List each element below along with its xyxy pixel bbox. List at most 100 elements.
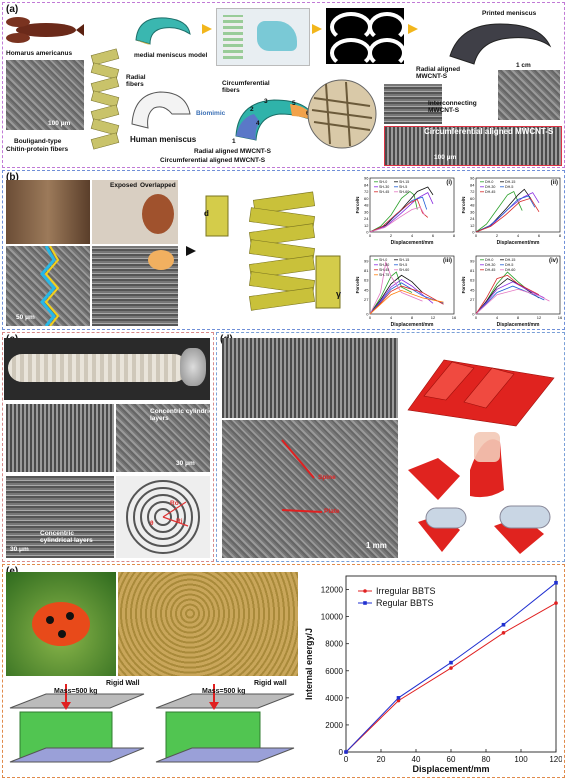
y-axis-label: Force/N bbox=[355, 277, 360, 294]
y-tick-label: 0 bbox=[339, 748, 344, 757]
x-tick-label: 4 bbox=[411, 233, 414, 238]
ladybug-photo bbox=[6, 572, 116, 676]
bouligand-structure-icon bbox=[90, 48, 120, 150]
chitin-label: Chitin-protein fibers bbox=[6, 146, 69, 153]
x-tick-label: 12 bbox=[431, 315, 436, 320]
panel-label-a: (a) bbox=[6, 4, 19, 15]
panel-label-e: (e) bbox=[6, 566, 18, 577]
y-tick-label: 48 bbox=[470, 203, 475, 208]
y-tick-label: 72 bbox=[364, 189, 369, 194]
y-tick-label: 60 bbox=[470, 196, 475, 201]
interconnecting-label: Interconnecting MWCNT-S bbox=[428, 100, 477, 115]
irregular-bbts-model bbox=[9, 684, 145, 763]
series-line bbox=[369, 271, 413, 315]
series-line bbox=[475, 195, 536, 233]
y-axis-label: Force/N bbox=[461, 277, 466, 294]
interconnecting-sem-image bbox=[498, 70, 560, 120]
legend-entry: SH-15 bbox=[399, 258, 409, 262]
y-tick-label: 12 bbox=[470, 223, 475, 228]
scale-bar-100um-2: 100 μm bbox=[434, 154, 457, 161]
printed-spine-structure-image bbox=[407, 359, 555, 427]
spine-sem-image-2 bbox=[222, 420, 398, 558]
x-tick-label: 120 bbox=[549, 755, 562, 764]
series-line bbox=[369, 192, 434, 233]
data-point bbox=[449, 666, 453, 670]
series-line bbox=[475, 197, 540, 233]
y-tick-label: 24 bbox=[364, 216, 369, 221]
series-line bbox=[369, 274, 423, 315]
twisted-fibril-structure-icon bbox=[205, 191, 341, 311]
legend-entry: DH-5 bbox=[505, 263, 513, 267]
legend-entry: SH-60 bbox=[399, 268, 409, 272]
y-tick-label: 48 bbox=[364, 203, 369, 208]
y-tick-label: 0 bbox=[472, 312, 475, 317]
legend-marker bbox=[363, 589, 367, 593]
y-tick-label: 63 bbox=[364, 278, 369, 283]
x-axis-label: Displacement/mm bbox=[412, 764, 489, 774]
x-axis-label: Displacement/mm bbox=[497, 322, 540, 328]
panel-tag: (ii) bbox=[551, 180, 558, 186]
homarus-label: Homarus americanus bbox=[6, 50, 73, 57]
series-line bbox=[369, 260, 423, 315]
y-tick-label: 99 bbox=[364, 258, 369, 263]
biomimic-label: Biomimic bbox=[196, 110, 226, 117]
y-tick-label: 96 bbox=[470, 176, 475, 181]
euplectella-photo bbox=[4, 338, 210, 400]
panel-tag: (iii) bbox=[443, 258, 452, 264]
legend-entry: SH-45 bbox=[379, 268, 389, 272]
y-tick-label: 81 bbox=[470, 268, 475, 273]
scale-bar-30um-2: 30 μm bbox=[10, 546, 29, 553]
legend-entry: DH-30 bbox=[485, 185, 495, 189]
rigid-wall-label-1: Rigid Wall bbox=[106, 680, 140, 687]
meniscus-model-label: medial meniscus model bbox=[134, 52, 208, 59]
legend-marker bbox=[363, 601, 367, 605]
concentric-ring-diagram bbox=[116, 476, 210, 558]
data-point bbox=[449, 660, 453, 665]
rigid-wall-label-2: Rigid wall bbox=[254, 680, 287, 687]
y-tick-label: 4000 bbox=[325, 694, 343, 703]
x-tick-label: 0 bbox=[475, 233, 478, 238]
y-tick-label: 84 bbox=[364, 182, 369, 187]
legend-entry: DH-0 bbox=[485, 180, 493, 184]
panel-b: (b) bbox=[2, 170, 565, 330]
human-meniscus-image bbox=[131, 91, 191, 129]
radial-aligned-mwcnt-label: Radial aligned MWCNT-S bbox=[416, 66, 461, 81]
radial-aligned-sem-image bbox=[384, 84, 442, 124]
chart-internal-energy: 0 20 40 60 80 100 120 0 2000 4000 6000 8000 10000 120… bbox=[304, 575, 562, 774]
legend-entry: SH-30 bbox=[379, 263, 389, 267]
chart-iv: 0 4 8 12 1602745638199Displacement/mmForce/N… bbox=[461, 255, 563, 328]
data-point bbox=[554, 601, 558, 605]
circumferential-aligned-mwcnt-label: Circumferential aligned MWCNT-S bbox=[424, 127, 554, 136]
concentric-layers-label-2: Concentric cylindrical layers bbox=[40, 530, 93, 545]
y-tick-label: 10000 bbox=[321, 613, 344, 622]
slice-layers-image bbox=[326, 8, 404, 64]
chitin-sem-image bbox=[6, 60, 84, 130]
flow-arrow-icon bbox=[408, 24, 418, 34]
x-tick-label: 4 bbox=[390, 315, 393, 320]
x-tick-label: 0 bbox=[344, 755, 349, 764]
panel-a: (a) bbox=[2, 2, 565, 168]
panel-tag: (i) bbox=[446, 180, 452, 186]
scale-bar-1mm: 1 mm bbox=[366, 541, 387, 550]
human-meniscus-label: Human meniscus bbox=[130, 135, 197, 144]
lobster-image bbox=[6, 17, 84, 43]
y-tick-label: 27 bbox=[470, 297, 475, 302]
legend-entry: Regular BBTS bbox=[376, 598, 434, 608]
meniscus-model-image bbox=[135, 17, 191, 45]
series-line bbox=[475, 281, 545, 315]
radial-fibers-label: Radial fibers bbox=[126, 74, 146, 89]
y-tick-label: 0 bbox=[366, 312, 369, 317]
exposed-label: Exposed bbox=[110, 182, 138, 189]
x-tick-label: 0 bbox=[475, 315, 478, 320]
ri-label: Ri bbox=[176, 518, 183, 525]
y-tick-label: 2000 bbox=[325, 721, 343, 730]
ro-label: Ro bbox=[170, 500, 179, 507]
plot-frame bbox=[475, 177, 561, 233]
x-tick-label: 8 bbox=[453, 233, 456, 238]
legend-entry: Irregular BBTS bbox=[376, 586, 436, 596]
legend-entry: DH-15 bbox=[505, 180, 515, 184]
data-point bbox=[501, 631, 506, 635]
y-tick-label: 27 bbox=[364, 297, 369, 302]
x-tick-label: 8 bbox=[517, 315, 520, 320]
data-point bbox=[554, 580, 558, 585]
